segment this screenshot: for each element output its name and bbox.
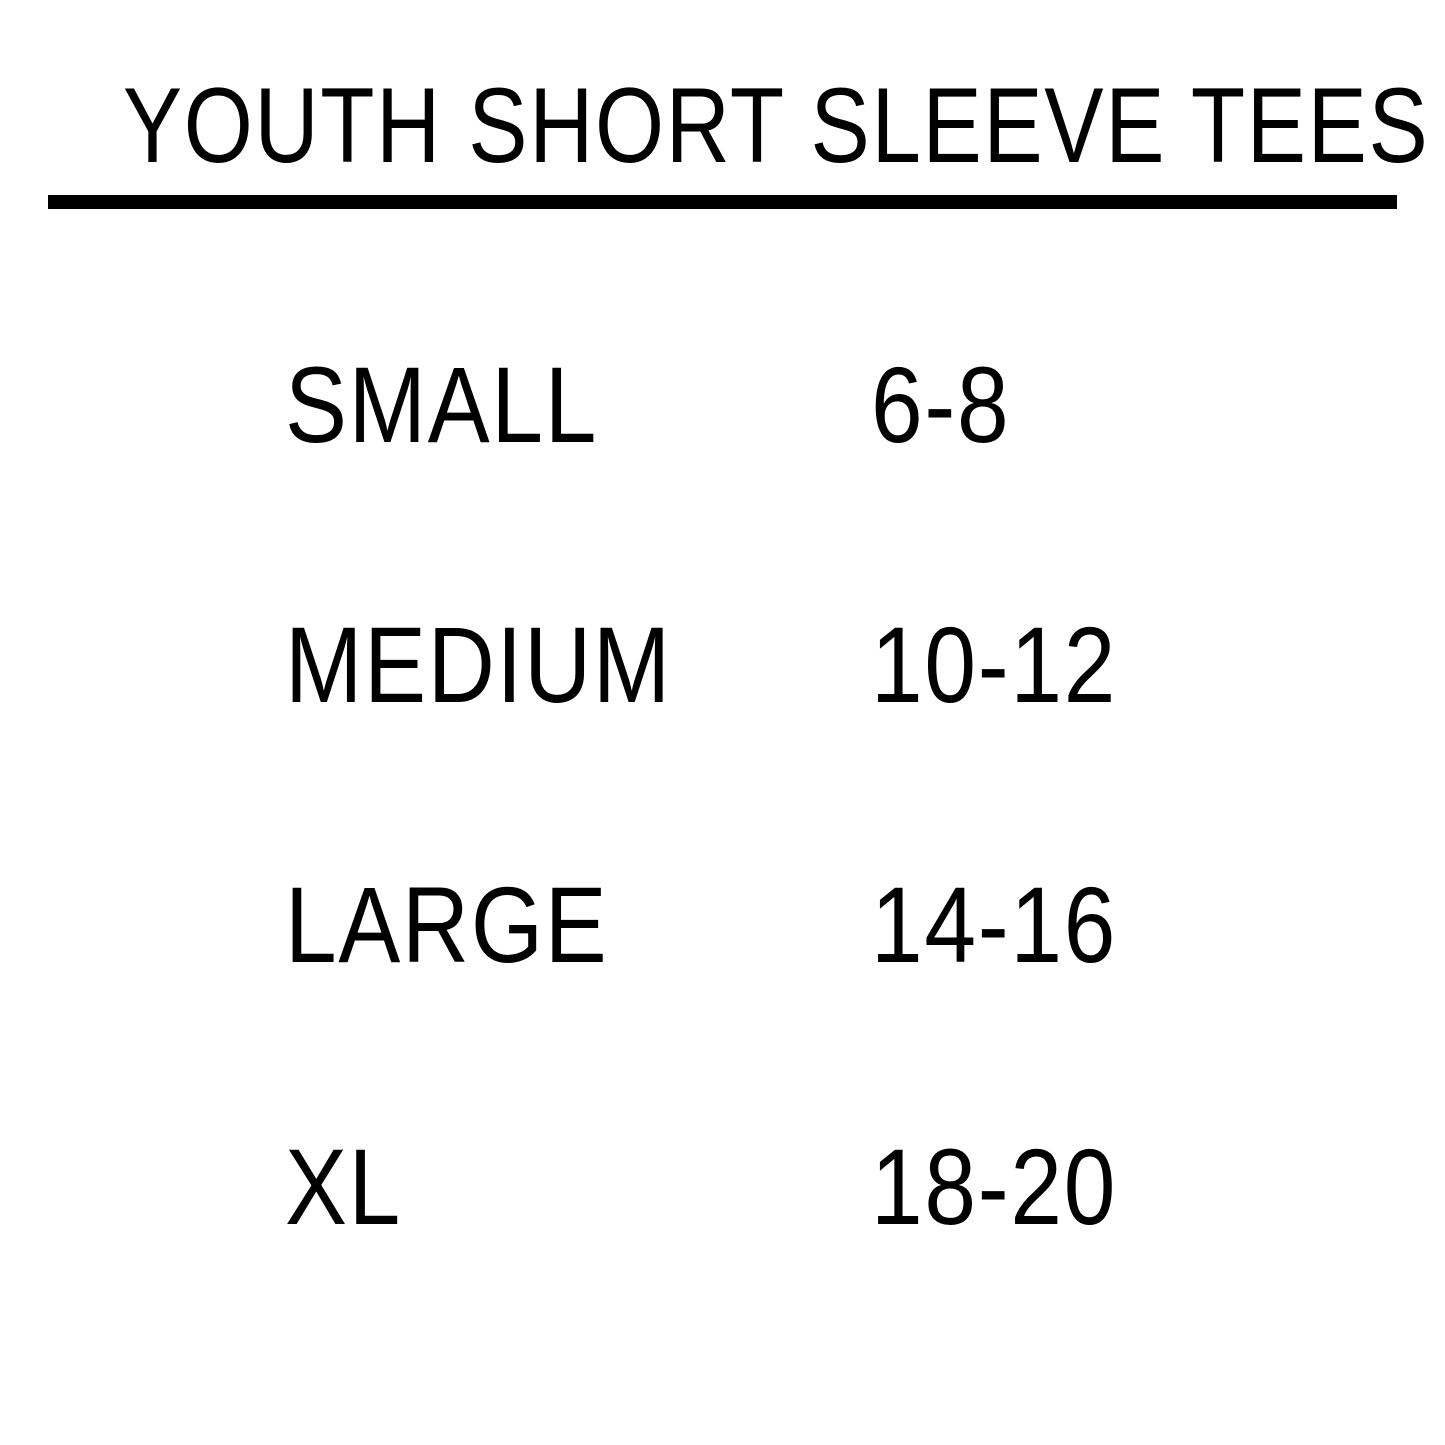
size-label: XL bbox=[285, 1126, 403, 1247]
age-range: 18-20 bbox=[871, 1126, 1118, 1247]
title-divider bbox=[48, 195, 1397, 209]
size-label: LARGE bbox=[285, 864, 609, 985]
age-range: 14-16 bbox=[871, 864, 1118, 985]
size-label: SMALL bbox=[285, 344, 599, 465]
age-range: 10-12 bbox=[871, 604, 1118, 725]
age-range: 6-8 bbox=[871, 344, 1011, 465]
size-label: MEDIUM bbox=[285, 604, 672, 725]
page-title: YOUTH SHORT SLEEVE TEES bbox=[122, 65, 1430, 185]
